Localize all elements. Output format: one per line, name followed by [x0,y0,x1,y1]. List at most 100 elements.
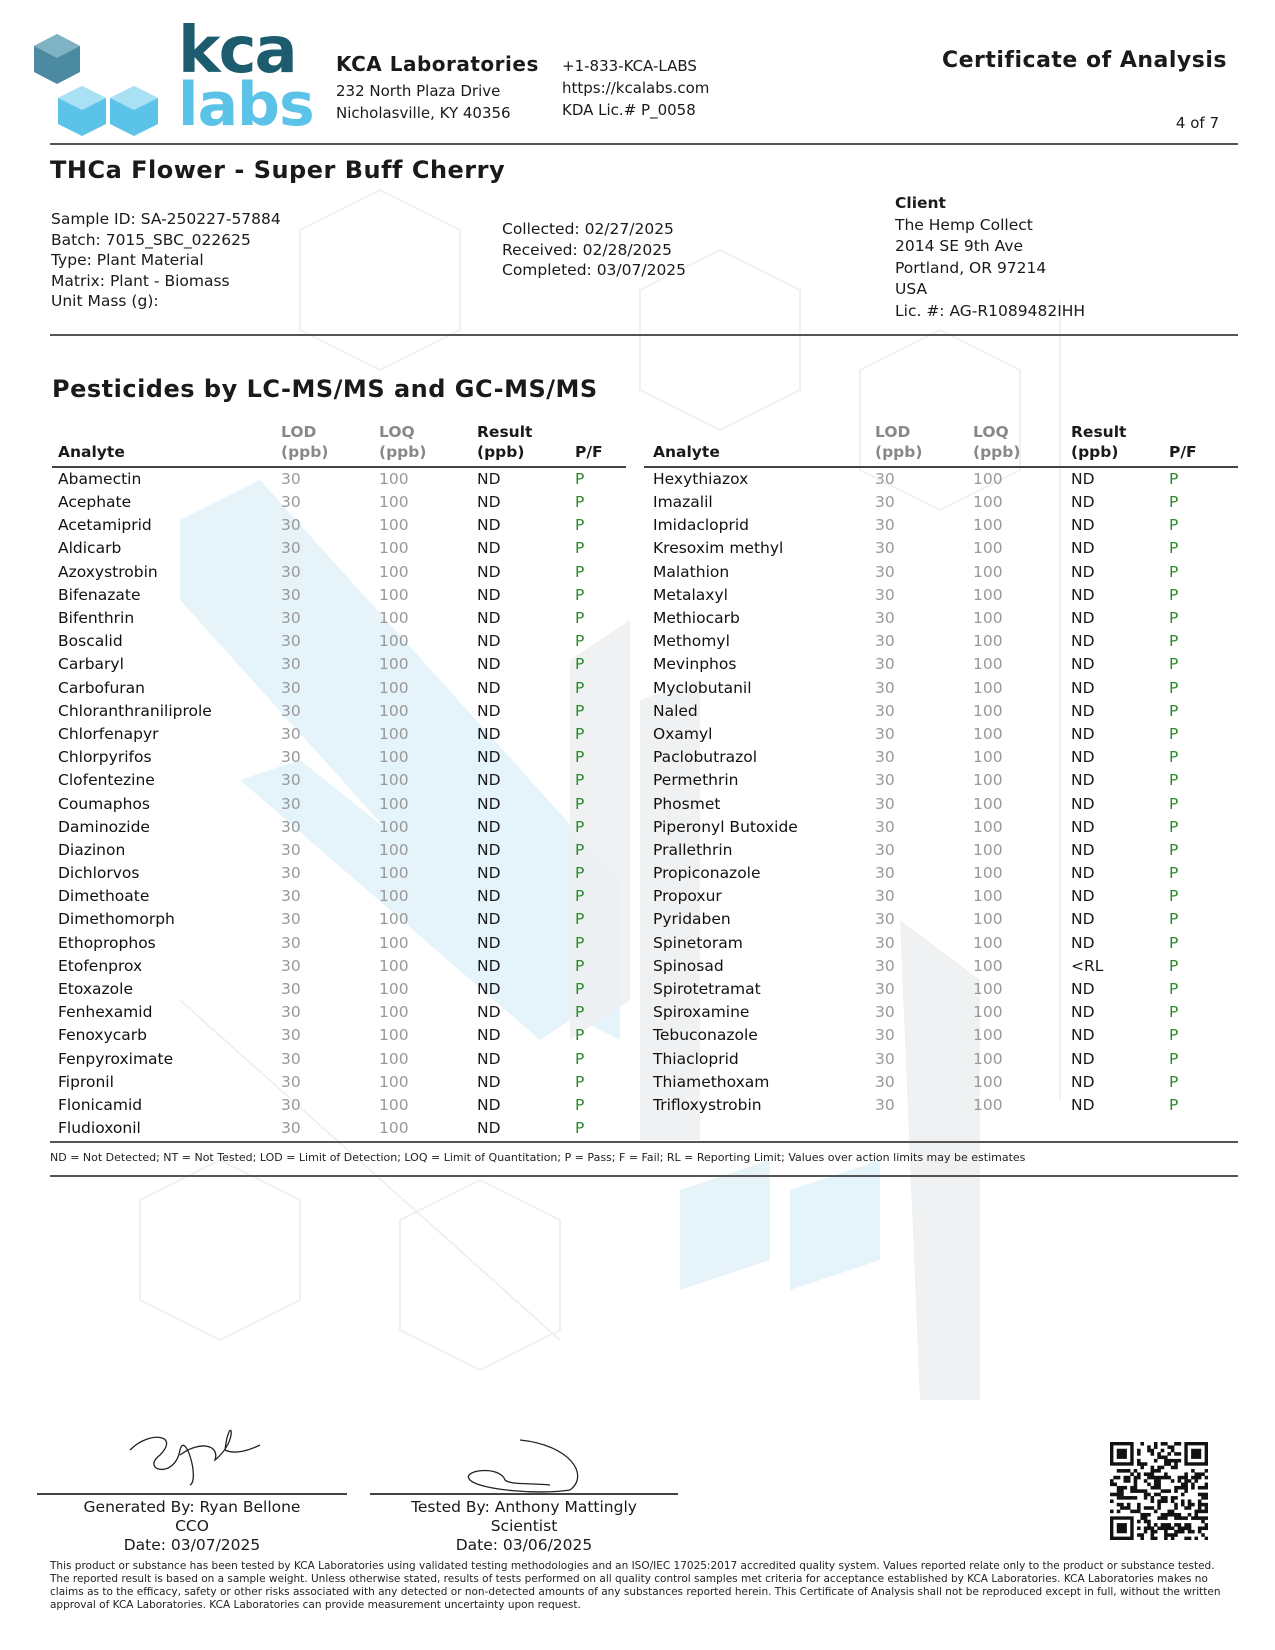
result-value: ND [477,701,501,720]
result-value: ND [477,1049,501,1068]
lod-value: 30 [875,493,895,512]
pass-fail: P [1169,864,1179,883]
pass-fail: P [575,701,585,720]
pass-fail: P [1169,701,1179,720]
result-value: ND [1071,585,1095,604]
analyte-name: Ethoprophos [58,933,156,952]
lod-value: 30 [875,910,895,929]
loq-value: 100 [973,748,1003,767]
pass-fail: P [575,817,585,836]
lod-value: 30 [281,585,301,604]
logo-text-kca: kca [178,14,298,88]
pass-fail: P [575,493,585,512]
pass-fail: P [1169,748,1179,767]
result-value: ND [1071,887,1095,906]
result-value: ND [477,632,501,651]
lod-value: 30 [281,1026,301,1045]
table-row: Thiamethoxam 30 100 ND P [644,1071,1238,1094]
table-row: Fenhexamid 30 100 ND P [52,1001,626,1024]
loq-value: 100 [379,887,409,906]
info-divider [50,334,1238,336]
header-analyte: Analyte [644,422,875,468]
analyte-name: Aldicarb [58,539,122,558]
analyte-name: Bifenthrin [58,609,135,628]
lod-value: 30 [281,1119,301,1138]
table-row: Hexythiazox 30 100 ND P [644,467,1238,491]
pass-fail: P [575,470,585,488]
result-value: ND [1071,1095,1095,1114]
pass-fail: P [1169,632,1179,651]
lod-value: 30 [281,817,301,836]
table-row: Etoxazole 30 100 ND P [52,978,626,1001]
table-row: Spirotetramat 30 100 ND P [644,978,1238,1001]
pass-fail: P [575,748,585,767]
tested-title: Scientist [490,1517,558,1535]
logo-text-labs: labs [178,70,315,140]
pass-fail: P [575,980,585,999]
pass-fail: P [575,933,585,952]
loq-value: 100 [379,701,409,720]
table-row: Coumaphos 30 100 ND P [52,792,626,815]
result-value: ND [1071,655,1095,674]
lab-address: 232 North Plaza Drive Nicholasville, KY … [336,80,511,124]
lod-value: 30 [875,1026,895,1045]
loq-value: 100 [973,470,1003,488]
loq-value: 100 [379,1119,409,1138]
analyte-name: Naled [653,701,698,720]
analyte-name: Thiamethoxam [653,1072,770,1091]
pass-fail: P [575,539,585,558]
loq-value: 100 [973,1072,1003,1091]
legend-divider [50,1175,1238,1177]
analyte-name: Propoxur [653,887,722,906]
table-row: Metalaxyl 30 100 ND P [644,584,1238,607]
loq-value: 100 [379,864,409,883]
tested-by: Tested By: Anthony Mattingly [411,1498,637,1516]
result-value: ND [477,817,501,836]
table-row: Methomyl 30 100 ND P [644,630,1238,653]
header-result: Result (ppb) [477,422,575,468]
analyte-name: Boscalid [58,632,123,651]
result-value: ND [1071,470,1095,488]
analyte-name: Spiroxamine [653,1003,750,1022]
loq-value: 100 [379,1095,409,1114]
lod-value: 30 [875,887,895,906]
table-row: Acephate 30 100 ND P [52,491,626,514]
analyte-name: Flonicamid [58,1095,143,1114]
page-number: 4 of 7 [1175,114,1219,132]
pass-fail: P [1169,933,1179,952]
table-row: Dimethoate 30 100 ND P [52,885,626,908]
result-value: ND [477,655,501,674]
pass-fail: P [575,562,585,581]
result-value: ND [1071,1003,1095,1022]
result-value: ND [1071,516,1095,535]
loq-value: 100 [379,678,409,697]
table-row: Imazalil 30 100 ND P [644,491,1238,514]
qr-code-icon[interactable] [1110,1442,1208,1540]
lab-address-line1: 232 North Plaza Drive [336,82,501,100]
pass-fail: P [1169,887,1179,906]
batch: Batch: 7015_SBC_022625 [51,230,251,249]
loq-value: 100 [973,1026,1003,1045]
lod-value: 30 [875,1095,895,1114]
analyte-name: Metalaxyl [653,585,728,604]
table-row: Clofentezine 30 100 ND P [52,769,626,792]
result-value: ND [1071,864,1095,883]
result-value: ND [1071,724,1095,743]
result-value: ND [477,933,501,952]
result-value: ND [1071,980,1095,999]
table-row: Flonicamid 30 100 ND P [52,1094,626,1117]
table-row: Acetamiprid 30 100 ND P [52,514,626,537]
result-value: ND [477,724,501,743]
lod-value: 30 [875,562,895,581]
sample-type: Type: Plant Material [51,251,204,269]
lab-website[interactable]: https://kcalabs.com [562,79,710,97]
pass-fail: P [575,956,585,975]
lod-value: 30 [281,609,301,628]
pass-fail: P [1169,655,1179,674]
analyte-name: Daminozide [58,817,150,836]
analyte-name: Tebuconazole [653,1026,758,1045]
generated-by: Generated By: Ryan Bellone [83,1498,301,1516]
lod-value: 30 [281,655,301,674]
lod-value: 30 [281,632,301,651]
lod-value: 30 [281,794,301,813]
